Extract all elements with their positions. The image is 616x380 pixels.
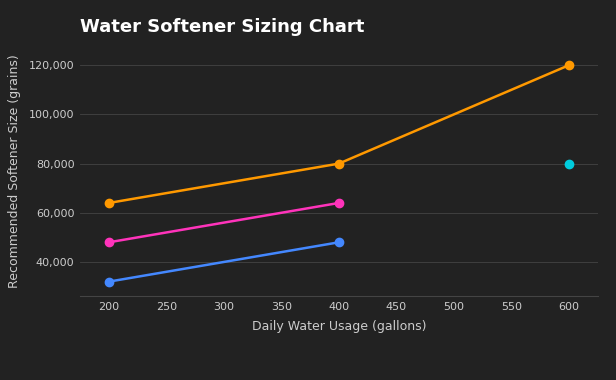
Line: 10: 10 xyxy=(105,238,343,286)
Legend: 10, 15, 20, 30: 10, 15, 20, 30 xyxy=(109,378,258,380)
X-axis label: Daily Water Usage (gallons): Daily Water Usage (gallons) xyxy=(251,320,426,333)
20 xyxy=(105,240,113,245)
Line: 30: 30 xyxy=(105,61,573,207)
10 xyxy=(335,240,342,245)
20 xyxy=(335,201,342,205)
Line: 20: 20 xyxy=(105,199,343,247)
30 xyxy=(335,162,342,166)
30 xyxy=(105,201,113,205)
Y-axis label: Recommended Softener Size (grains): Recommended Softener Size (grains) xyxy=(7,54,20,288)
10 xyxy=(105,279,113,284)
30 xyxy=(565,63,572,68)
Text: Water Softener Sizing Chart: Water Softener Sizing Chart xyxy=(80,18,365,36)
